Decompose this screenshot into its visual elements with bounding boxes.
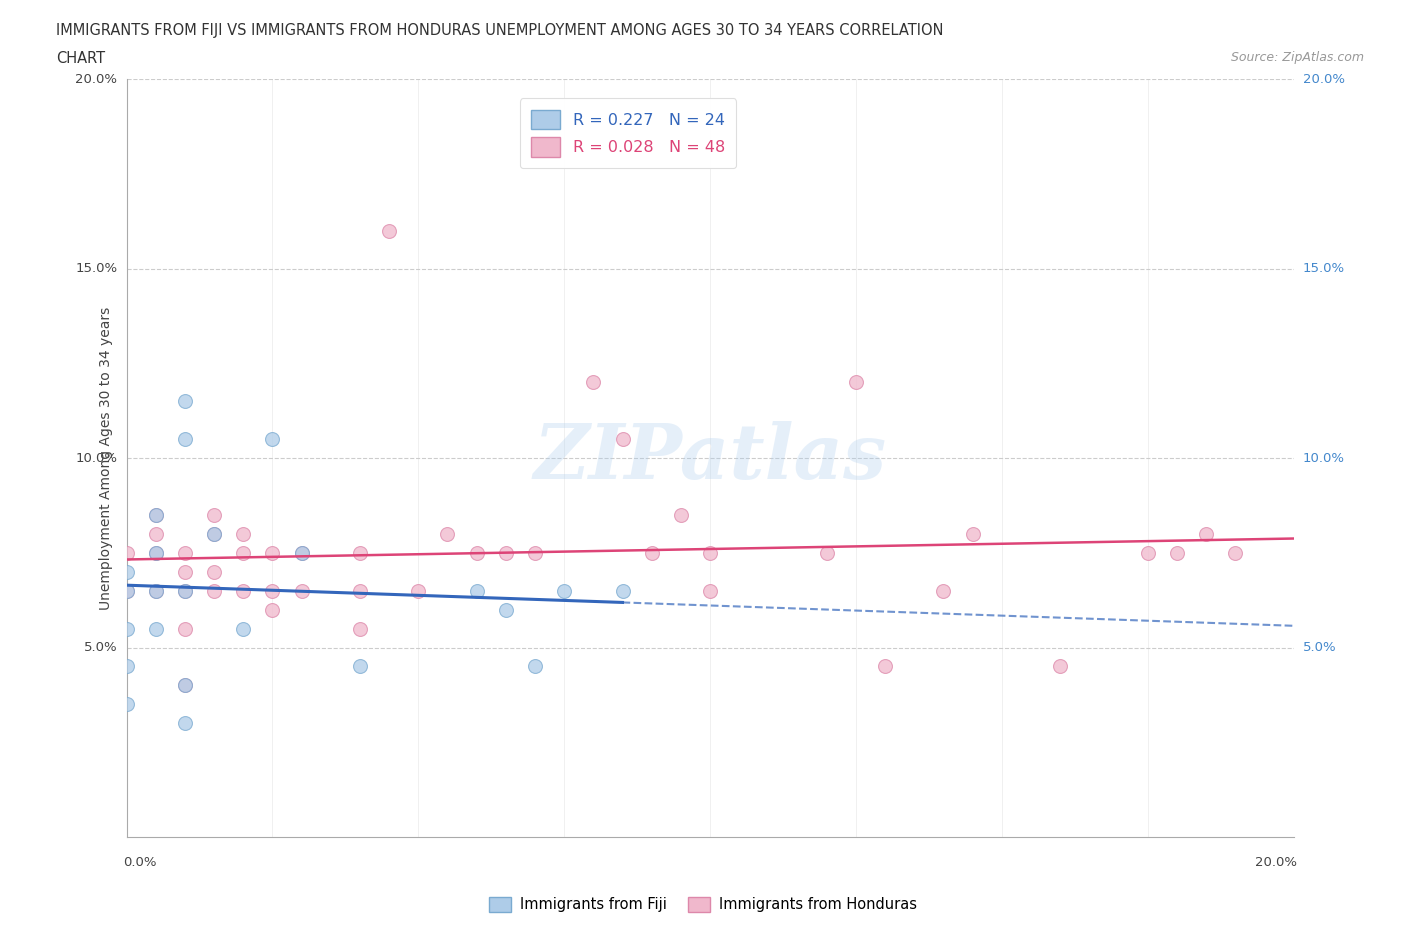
Point <box>845 375 868 390</box>
Text: 5.0%: 5.0% <box>1303 641 1337 654</box>
Point <box>436 526 458 541</box>
Point <box>202 526 225 541</box>
Text: 10.0%: 10.0% <box>75 452 117 464</box>
Point <box>115 583 138 598</box>
Point <box>115 583 138 598</box>
Text: 15.0%: 15.0% <box>1303 262 1346 275</box>
Point <box>262 545 284 560</box>
Point <box>145 508 167 523</box>
Point <box>1049 659 1071 674</box>
Point <box>699 583 721 598</box>
Point <box>582 375 605 390</box>
Point <box>232 583 254 598</box>
Point <box>349 583 371 598</box>
Point <box>174 545 197 560</box>
Point <box>1223 545 1246 560</box>
Point <box>378 223 401 238</box>
Point <box>202 508 225 523</box>
Point <box>174 678 197 693</box>
Point <box>524 659 547 674</box>
Point <box>1136 545 1159 560</box>
Text: IMMIGRANTS FROM FIJI VS IMMIGRANTS FROM HONDURAS UNEMPLOYMENT AMONG AGES 30 TO 3: IMMIGRANTS FROM FIJI VS IMMIGRANTS FROM … <box>56 23 943 38</box>
Point <box>174 583 197 598</box>
Point <box>145 583 167 598</box>
Text: 10.0%: 10.0% <box>1303 452 1346 464</box>
Point <box>174 432 197 446</box>
Point <box>495 603 517 618</box>
Point <box>174 583 197 598</box>
Point <box>115 545 138 560</box>
Point <box>202 583 225 598</box>
Point <box>115 565 138 579</box>
Point <box>815 545 838 560</box>
Point <box>349 545 371 560</box>
Point <box>174 393 197 408</box>
Text: 15.0%: 15.0% <box>75 262 117 275</box>
Point <box>174 565 197 579</box>
Point <box>202 526 225 541</box>
Point <box>145 621 167 636</box>
Point <box>262 432 284 446</box>
Text: ZIPatlas: ZIPatlas <box>533 421 887 495</box>
Point <box>290 545 312 560</box>
Point <box>408 583 430 598</box>
Point <box>145 545 167 560</box>
Point <box>174 621 197 636</box>
Point <box>1195 526 1218 541</box>
Point <box>290 583 312 598</box>
Y-axis label: Unemployment Among Ages 30 to 34 years: Unemployment Among Ages 30 to 34 years <box>100 306 114 610</box>
Point <box>349 659 371 674</box>
Point <box>232 621 254 636</box>
Text: CHART: CHART <box>56 51 105 66</box>
Point <box>1166 545 1188 560</box>
Point <box>669 508 692 523</box>
Point <box>115 621 138 636</box>
Point <box>612 583 634 598</box>
Point <box>232 526 254 541</box>
Point <box>465 583 488 598</box>
Text: 20.0%: 20.0% <box>75 73 117 86</box>
Point <box>174 716 197 731</box>
Point <box>145 583 167 598</box>
Point <box>612 432 634 446</box>
Point <box>932 583 955 598</box>
Point <box>962 526 984 541</box>
Legend: R = 0.227   N = 24, R = 0.028   N = 48: R = 0.227 N = 24, R = 0.028 N = 48 <box>520 99 737 167</box>
Legend: Immigrants from Fiji, Immigrants from Honduras: Immigrants from Fiji, Immigrants from Ho… <box>484 891 922 918</box>
Point <box>202 565 225 579</box>
Text: Source: ZipAtlas.com: Source: ZipAtlas.com <box>1230 51 1364 64</box>
Point <box>699 545 721 560</box>
Point <box>174 678 197 693</box>
Point <box>553 583 575 598</box>
Point <box>115 697 138 711</box>
Text: 0.0%: 0.0% <box>124 856 156 869</box>
Point <box>640 545 664 560</box>
Point <box>495 545 517 560</box>
Point <box>465 545 488 560</box>
Point <box>145 508 167 523</box>
Text: 5.0%: 5.0% <box>83 641 117 654</box>
Point <box>290 545 312 560</box>
Text: 20.0%: 20.0% <box>1303 73 1346 86</box>
Point <box>232 545 254 560</box>
Point <box>145 526 167 541</box>
Point <box>262 583 284 598</box>
Text: 20.0%: 20.0% <box>1256 856 1296 869</box>
Point <box>875 659 897 674</box>
Point <box>524 545 547 560</box>
Point <box>349 621 371 636</box>
Point <box>262 603 284 618</box>
Point <box>145 545 167 560</box>
Point <box>115 659 138 674</box>
